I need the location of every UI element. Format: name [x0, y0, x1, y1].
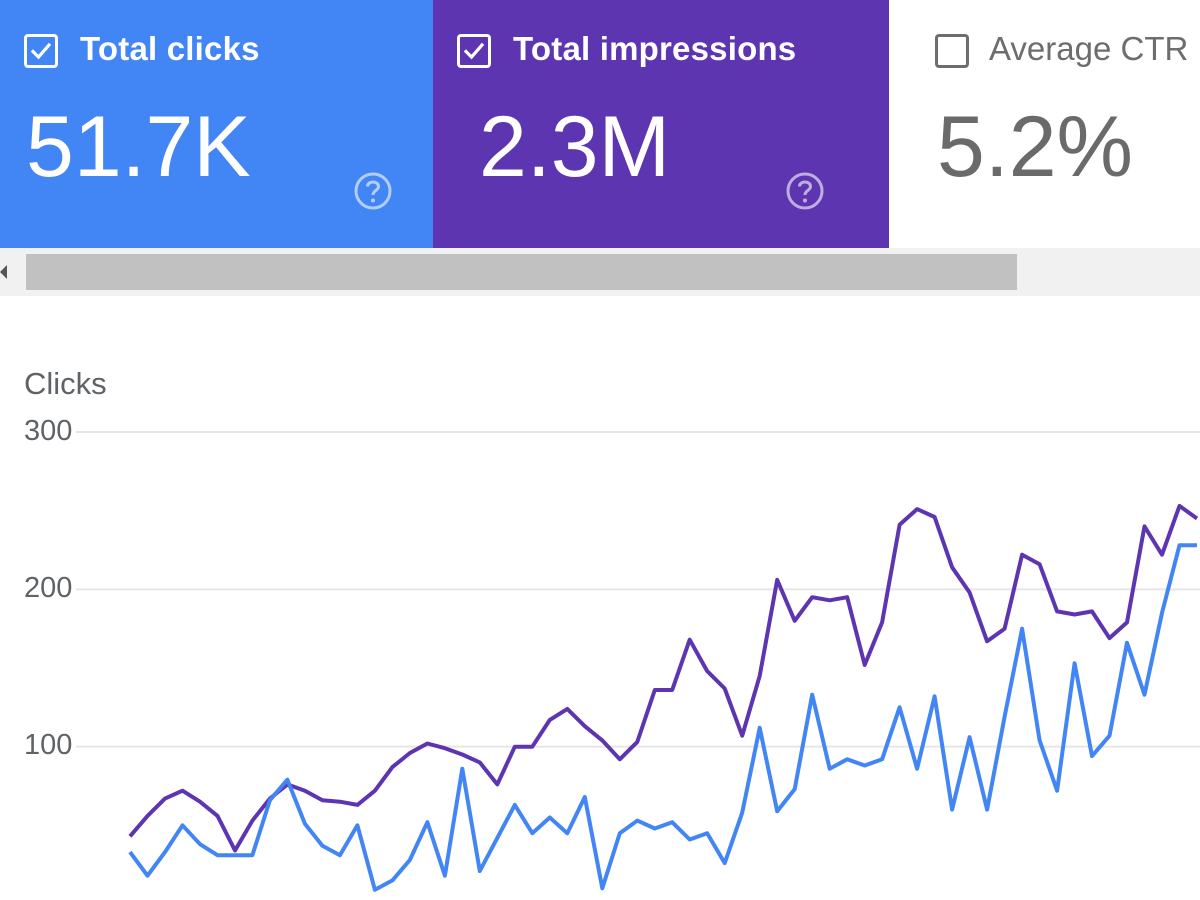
average-ctr-card[interactable]: Average CTR 5.2%	[889, 0, 1200, 248]
checkmark-icon	[30, 42, 52, 60]
checkbox-unchecked[interactable]	[935, 34, 969, 68]
y-tick-label: 100	[24, 729, 73, 761]
card-value: 51.7K	[26, 99, 251, 195]
checkmark-icon	[463, 42, 485, 60]
card-label: Total clicks	[80, 30, 260, 67]
total-impressions-card[interactable]: Total impressions 2.3M	[433, 0, 889, 248]
y-axis-title: Clicks	[24, 366, 107, 401]
card-value: 2.3M	[479, 99, 671, 195]
card-label: Total impressions	[513, 30, 797, 67]
checkbox-checked[interactable]	[24, 34, 58, 68]
metric-cards: Total clicks 51.7K Total impressions 2.3…	[0, 0, 1200, 248]
y-tick-label: 300	[24, 415, 73, 447]
horizontal-scrollbar[interactable]	[0, 248, 1200, 296]
performance-chart: Clicks 300 200 100	[0, 296, 1200, 900]
impressions-series-line	[128, 503, 1199, 853]
help-icon[interactable]	[352, 170, 394, 212]
y-tick-label: 200	[24, 572, 73, 604]
scroll-left-arrow-icon[interactable]	[0, 265, 7, 279]
card-value: 5.2%	[937, 99, 1134, 195]
scroll-thumb[interactable]	[26, 254, 1017, 290]
help-icon[interactable]	[784, 170, 826, 212]
checkbox-checked[interactable]	[457, 34, 491, 68]
clicks-series-line	[128, 543, 1197, 892]
line-plot-area	[76, 431, 1200, 892]
card-label: Average CTR	[989, 30, 1189, 67]
total-clicks-card[interactable]: Total clicks 51.7K	[0, 0, 433, 248]
